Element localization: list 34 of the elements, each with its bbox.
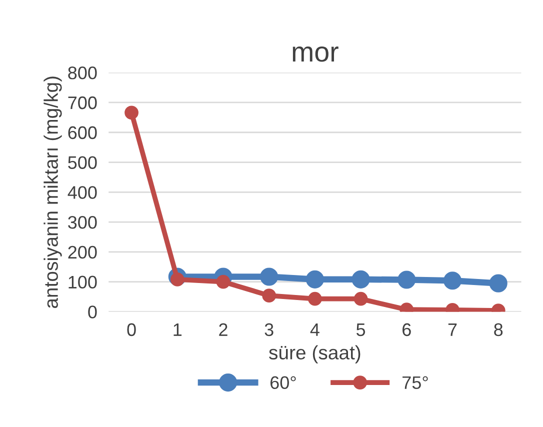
x-tick-label: 7: [448, 323, 457, 336]
point: [262, 288, 276, 303]
legend-label: 75°: [402, 376, 428, 390]
y-tick-label: 200: [68, 246, 97, 259]
x-tick-label: 0: [127, 323, 136, 336]
x-tick-label: 2: [219, 323, 228, 336]
point: [216, 274, 230, 289]
y-tick-label: 700: [68, 96, 97, 110]
y-tick-label: 800: [68, 66, 97, 80]
point: [260, 268, 278, 286]
y-tick-label: 0: [88, 306, 97, 318]
point: [354, 292, 368, 306]
y-tick-label: 100: [68, 276, 97, 289]
x-tick-label: 6: [402, 323, 411, 336]
point: [124, 106, 138, 120]
x-tick-label: 4: [310, 323, 320, 336]
y-tick-label: 600: [68, 126, 97, 140]
y-tick-label: 300: [68, 216, 97, 229]
point: [306, 270, 324, 288]
x-axis-title: süre (saat): [269, 345, 360, 364]
chart-title: mor: [292, 46, 338, 62]
point: [352, 270, 370, 288]
point: [398, 270, 416, 289]
y-axis-title: antosiyanin miktarı (mg/kg): [44, 76, 62, 308]
y-tick-label: 400: [68, 186, 97, 199]
x-tick-label: 3: [264, 323, 274, 336]
y-tick-label: 500: [68, 156, 97, 169]
point: [489, 274, 508, 292]
x-tick-label: 1: [174, 323, 182, 336]
point: [308, 292, 322, 306]
legend-label: 60°: [270, 376, 296, 390]
point: [443, 272, 462, 290]
x-tick-label: 8: [494, 323, 503, 336]
x-tick-label: 5: [356, 323, 366, 336]
